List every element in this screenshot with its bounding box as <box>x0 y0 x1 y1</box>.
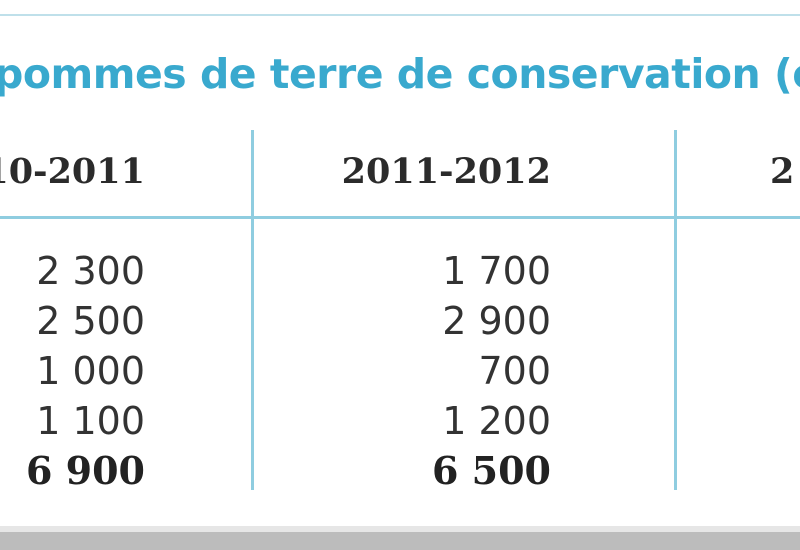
column-header-2010-2011: 10-2011 <box>0 151 145 192</box>
table-title: pommes de terre de conservation (er <box>0 50 800 98</box>
table-cell: 1 000 <box>36 349 145 393</box>
table-cell: 1 700 <box>442 249 551 293</box>
header-divider <box>0 216 800 219</box>
table-cell: 2 300 <box>36 249 145 293</box>
top-divider <box>0 14 800 16</box>
bottom-border-highlight <box>0 526 800 532</box>
table-cell: 1 100 <box>36 399 145 443</box>
table-cell: 2 900 <box>442 299 551 343</box>
total-cell: 6 500 <box>432 448 551 493</box>
column-divider <box>251 130 254 490</box>
column-header-next: 2 <box>770 151 795 192</box>
total-cell: 6 900 <box>26 448 145 493</box>
column-divider <box>674 130 677 490</box>
table-cell: 700 <box>478 349 551 393</box>
table-cell: 1 200 <box>442 399 551 443</box>
table-cell: 2 500 <box>36 299 145 343</box>
table-header: 10-2011 2011-2012 2 <box>0 128 800 216</box>
column-header-2011-2012: 2011-2012 <box>341 151 551 192</box>
